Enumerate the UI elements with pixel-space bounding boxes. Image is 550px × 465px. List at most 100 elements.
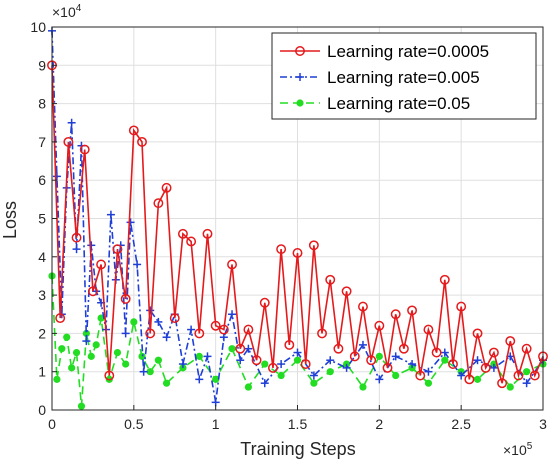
data-point [440,348,449,357]
data-point [130,318,138,326]
x-axis-label: Training Steps [240,439,355,459]
data-point [55,313,66,324]
data-point [259,297,270,308]
y-axis-label: Loss [0,201,20,239]
y-tick-label: 5 [38,211,46,227]
data-point [392,371,400,380]
x-tick-label: 0.5 [124,416,144,432]
data-point [244,344,253,353]
data-point [260,379,269,388]
data-point [497,378,508,389]
data-point [121,329,130,338]
data-point [296,73,304,81]
y-tick-label: 4 [38,249,46,265]
data-point [145,328,156,339]
data-point [506,383,514,391]
data-point [133,260,142,269]
data-point [212,375,220,383]
data-point [63,136,74,147]
data-point [464,374,475,385]
data-point [169,313,180,324]
series-line [51,275,544,407]
data-point [398,343,409,354]
data-point [71,232,82,243]
data-point [293,356,302,364]
legend-item: Learning rate=0.0005 [280,42,489,61]
y-tick-label: 6 [38,172,46,188]
data-point [195,375,204,384]
data-point [424,367,433,376]
data-point [261,360,269,368]
data-point [139,367,148,376]
y-tick-label: 0 [38,402,46,418]
data-point [276,244,287,255]
tick-labels: 0 1 2 3 4 5 6 7 8 9 10 0 0.5 1 1.5 2 2.5 3 [30,19,547,432]
data-point [96,259,107,270]
data-point [63,333,71,341]
series-layer [47,26,548,410]
data-point [295,46,305,56]
data-point [407,305,418,316]
legend-label: Learning rate=0.05 [327,94,470,113]
data-point [431,347,442,358]
data-point [77,402,86,410]
data-point [358,301,368,312]
data-point [375,375,384,384]
data-point [67,118,76,127]
data-point [473,356,482,365]
data-point [210,320,221,331]
data-point [333,343,344,354]
data-point [359,383,367,391]
data-point [218,324,229,335]
y-tick-label: 8 [38,96,46,112]
data-point [349,351,360,362]
legend-item: Learning rate=0.005 [280,68,480,87]
data-point [292,248,303,258]
data-point [382,362,393,373]
data-point [529,370,540,381]
data-point [342,363,351,372]
x-tick-label: 0 [48,416,56,432]
series-dot [48,272,547,410]
data-point [235,343,246,354]
data-point [300,359,311,369]
data-point [106,210,115,219]
data-point [79,144,90,155]
x-tick-label: 1 [212,416,220,432]
y-tick-label: 10 [30,19,46,35]
data-point [448,359,458,369]
legend-item: Learning rate=0.05 [280,94,470,113]
data-point [277,371,285,380]
data-point [154,356,162,364]
data-point [341,286,352,297]
data-point [505,336,516,347]
data-point [72,245,81,254]
data-point [58,345,66,353]
data-point [415,370,426,381]
y-tick-label: 3 [38,287,46,303]
series-line [51,30,544,403]
legend-box [271,32,537,120]
data-point [441,356,449,364]
data-point [137,136,147,147]
data-point [523,368,531,376]
data-point [161,182,172,193]
data-point [113,348,122,357]
data-point [424,379,433,387]
data-point [178,360,187,369]
data-point [87,352,95,360]
data-point [154,317,163,326]
data-point [122,360,130,368]
data-point [177,228,188,239]
data-point [162,379,171,387]
data-point [391,352,400,361]
x-exponent-label: ×105 [503,441,533,458]
data-point [456,301,467,312]
data-point [488,347,499,358]
data-point [293,348,302,357]
data-point [104,370,115,381]
y-tick-label: 2 [38,325,46,341]
data-point [310,379,318,387]
legend-label: Learning rate=0.0005 [327,42,489,61]
